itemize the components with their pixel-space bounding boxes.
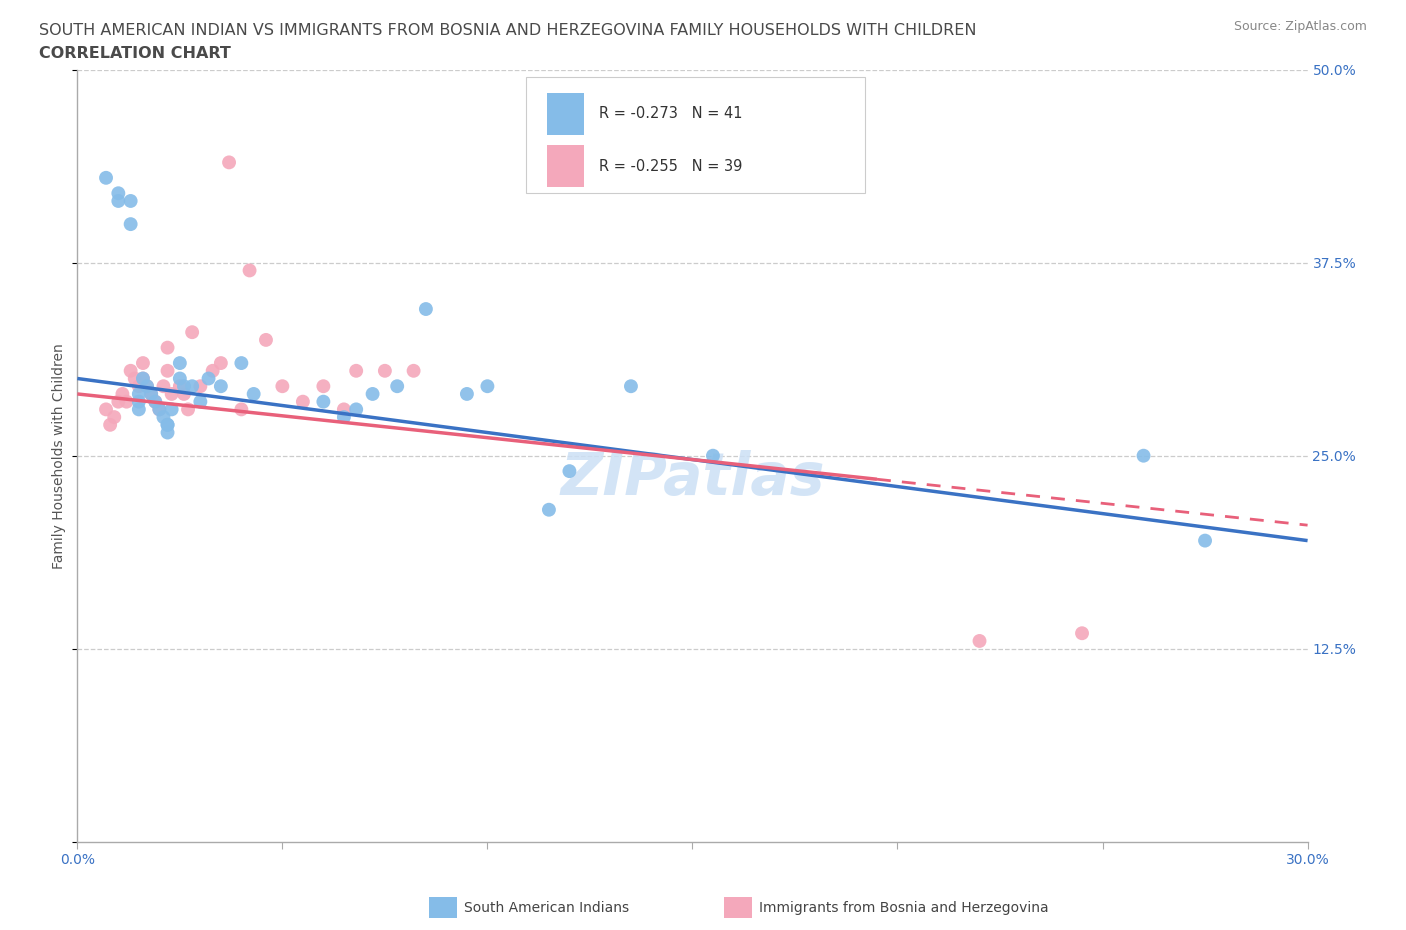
Point [120, 193, 142, 208]
Text: R = -0.255   N = 39: R = -0.255 N = 39 [599, 159, 742, 174]
Point [160, 387, 183, 402]
Point [143, 394, 166, 409]
Point [156, 364, 179, 379]
Point [132, 355, 155, 370]
Point [160, 402, 183, 417]
Point [188, 379, 212, 393]
Point [94, 170, 117, 185]
Point [128, 387, 150, 402]
Point [242, 387, 264, 402]
Point [333, 410, 356, 425]
Point [115, 394, 138, 409]
Point [132, 371, 155, 386]
Point [148, 402, 170, 417]
Point [181, 379, 204, 393]
Point [107, 186, 129, 201]
Point [120, 217, 142, 232]
Point [387, 379, 409, 393]
Point [107, 394, 129, 409]
Point [156, 425, 179, 440]
Point [537, 502, 560, 517]
Point [254, 333, 277, 348]
Point [374, 364, 396, 379]
Point [152, 379, 174, 393]
Point [209, 355, 232, 370]
Point [239, 263, 262, 278]
Point [156, 340, 179, 355]
Text: R = -0.273   N = 41: R = -0.273 N = 41 [599, 106, 742, 121]
Point [291, 394, 314, 409]
Point [231, 402, 253, 417]
Point [156, 418, 179, 432]
Point [188, 394, 212, 409]
Point [456, 387, 478, 402]
Point [120, 364, 142, 379]
Point [1132, 448, 1154, 463]
Point [402, 364, 425, 379]
Point [148, 402, 170, 417]
Point [124, 371, 146, 386]
Point [415, 301, 437, 316]
Text: Immigrants from Bosnia and Herzegovina: Immigrants from Bosnia and Herzegovina [759, 900, 1049, 915]
Point [152, 410, 174, 425]
Point [620, 379, 643, 393]
Point [558, 464, 581, 479]
Point [136, 379, 159, 393]
Point [361, 387, 384, 402]
Point [169, 379, 191, 393]
Point [103, 410, 125, 425]
Point [271, 379, 294, 393]
Point [136, 379, 159, 393]
Text: South American Indians: South American Indians [464, 900, 628, 915]
Bar [547, 145, 585, 188]
Point [209, 379, 232, 393]
Point [702, 448, 724, 463]
Point [177, 402, 200, 417]
Text: Source: ZipAtlas.com: Source: ZipAtlas.com [1233, 20, 1367, 33]
Point [201, 364, 224, 379]
Text: ZIPatlas: ZIPatlas [560, 450, 825, 508]
Point [173, 387, 195, 402]
Point [128, 394, 150, 409]
Point [181, 325, 204, 339]
Point [111, 387, 134, 402]
Point [344, 402, 367, 417]
FancyBboxPatch shape [526, 77, 865, 193]
Point [98, 418, 121, 432]
Point [1194, 533, 1216, 548]
Point [141, 387, 163, 402]
Point [312, 394, 335, 409]
Point [173, 379, 195, 393]
Point [143, 394, 166, 409]
Point [231, 355, 253, 370]
Point [107, 193, 129, 208]
Point [344, 364, 367, 379]
Point [94, 402, 117, 417]
Point [169, 371, 191, 386]
Point [197, 371, 219, 386]
Point [969, 633, 991, 648]
Point [156, 418, 179, 432]
Y-axis label: Family Households with Children: Family Households with Children [52, 343, 66, 568]
Text: SOUTH AMERICAN INDIAN VS IMMIGRANTS FROM BOSNIA AND HERZEGOVINA FAMILY HOUSEHOLD: SOUTH AMERICAN INDIAN VS IMMIGRANTS FROM… [39, 23, 977, 38]
Point [333, 402, 356, 417]
Bar [547, 92, 585, 135]
Point [1071, 626, 1094, 641]
Point [169, 355, 191, 370]
Point [312, 379, 335, 393]
Point [132, 371, 155, 386]
Point [128, 379, 150, 393]
Point [141, 387, 163, 402]
Text: CORRELATION CHART: CORRELATION CHART [39, 46, 231, 61]
Point [128, 402, 150, 417]
Point [477, 379, 499, 393]
Point [218, 155, 240, 170]
